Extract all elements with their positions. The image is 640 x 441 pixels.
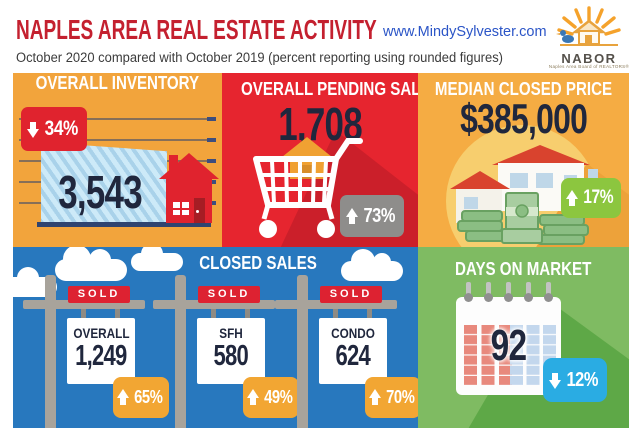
panel-closed-title: CLOSED SALES [199,253,317,273]
sign-board: SFH 580 [197,318,265,384]
grid-line [19,117,216,121]
inventory-area-chart-icon [41,142,167,225]
days-change-badge: 12% [543,358,607,402]
sold-plate: SOLD [68,286,130,303]
up-arrow-icon [116,389,130,406]
nabor-logo-name: NABOR [561,51,617,66]
inventory-change-badge: 34% [21,107,87,151]
sign-crossbar [275,300,397,309]
panel-days-on-market: DAYS ON MARKET 92 12% [418,247,629,428]
panel-median-closed-price: MEDIAN CLOSED PRICE $385,000 17% [418,73,629,247]
closed-sales-change-badge: 65% [113,377,169,418]
closed-sales-label: OVERALL [72,325,130,341]
cloud-icon [341,249,403,281]
cloud-icon [131,247,183,271]
pending-change-badge: 73% [340,195,404,237]
website-link[interactable]: www.MindySylvester.com [383,24,547,40]
panel-overall-pending-sales: OVERALL PENDING SALES 1,708 73% [222,73,418,247]
sign-post [45,275,56,428]
sign-link [245,309,250,319]
panel-overall-inventory: OVERALL INVENTORY 3,543 34% [13,73,222,247]
closed-sales-change-badge: 70% [365,377,418,418]
grid-line [19,138,216,142]
closed-sales-change-badge: 49% [243,377,299,418]
baseline [37,222,211,227]
sign-link [211,309,216,319]
panel-price-title: MEDIAN CLOSED PRICE [434,79,613,99]
down-arrow-icon [548,372,562,389]
closed-sales-sign-condo: SOLD CONDO 624 70% [275,247,418,428]
subtitle: October 2020 compared with October 2019 … [16,50,504,65]
nabor-logo: NABOR Naples Area Board of REALTORS® [548,4,630,69]
sign-post [175,275,186,428]
sign-link [333,309,338,319]
up-arrow-icon [345,207,359,225]
sign-board: CONDO 624 [319,318,387,384]
days-value: 92 [490,321,527,370]
panel-inventory-title: OVERALL INVENTORY [35,73,200,93]
nabor-logo-tagline: Naples Area Board of REALTORS® [548,64,630,69]
sign-link [367,309,372,319]
panel-pending-title: OVERALL PENDING SALES [241,79,418,99]
closed-sales-value: 1,249 [75,340,127,372]
shopping-cart-house-icon [253,137,363,238]
price-change-badge: 17% [561,178,621,218]
sign-crossbar [153,300,275,309]
closed-sales-label: CONDO [331,325,375,341]
up-arrow-icon [368,389,382,406]
sign-link [115,309,120,319]
inventory-value: 3,543 [58,166,142,218]
sold-plate: SOLD [198,286,260,303]
sign-post [297,275,308,428]
panel-days-title: DAYS ON MARKET [455,259,592,279]
house-icon [159,153,219,223]
page-title: NAPLES AREA REAL ESTATE ACTIVITY [16,14,377,45]
closed-sales-label: SFH [219,325,243,341]
closed-sales-value: 580 [213,340,249,372]
up-arrow-icon [565,189,579,207]
sign-link [81,309,86,319]
nabor-sun-house-icon [556,6,621,46]
down-arrow-icon [26,121,40,138]
sign-crossbar [23,300,145,309]
sign-board: OVERALL 1,249 [67,318,135,384]
calendar-days-red [464,325,512,385]
cloud-icon [55,247,127,281]
panel-closed-sales: CLOSED SALES SOLD OVERALL 1,249 65% SOLD [13,247,418,428]
closed-sales-value: 624 [335,340,371,372]
closed-sales-sign-sfh: SOLD SFH 580 49% [153,247,303,428]
closed-sales-sign-overall: SOLD OVERALL 1,249 65% [23,247,173,428]
price-value: $385,000 [459,95,588,142]
up-arrow-icon [246,389,260,406]
sold-plate: SOLD [320,286,382,303]
house-and-money-icon [450,145,598,245]
